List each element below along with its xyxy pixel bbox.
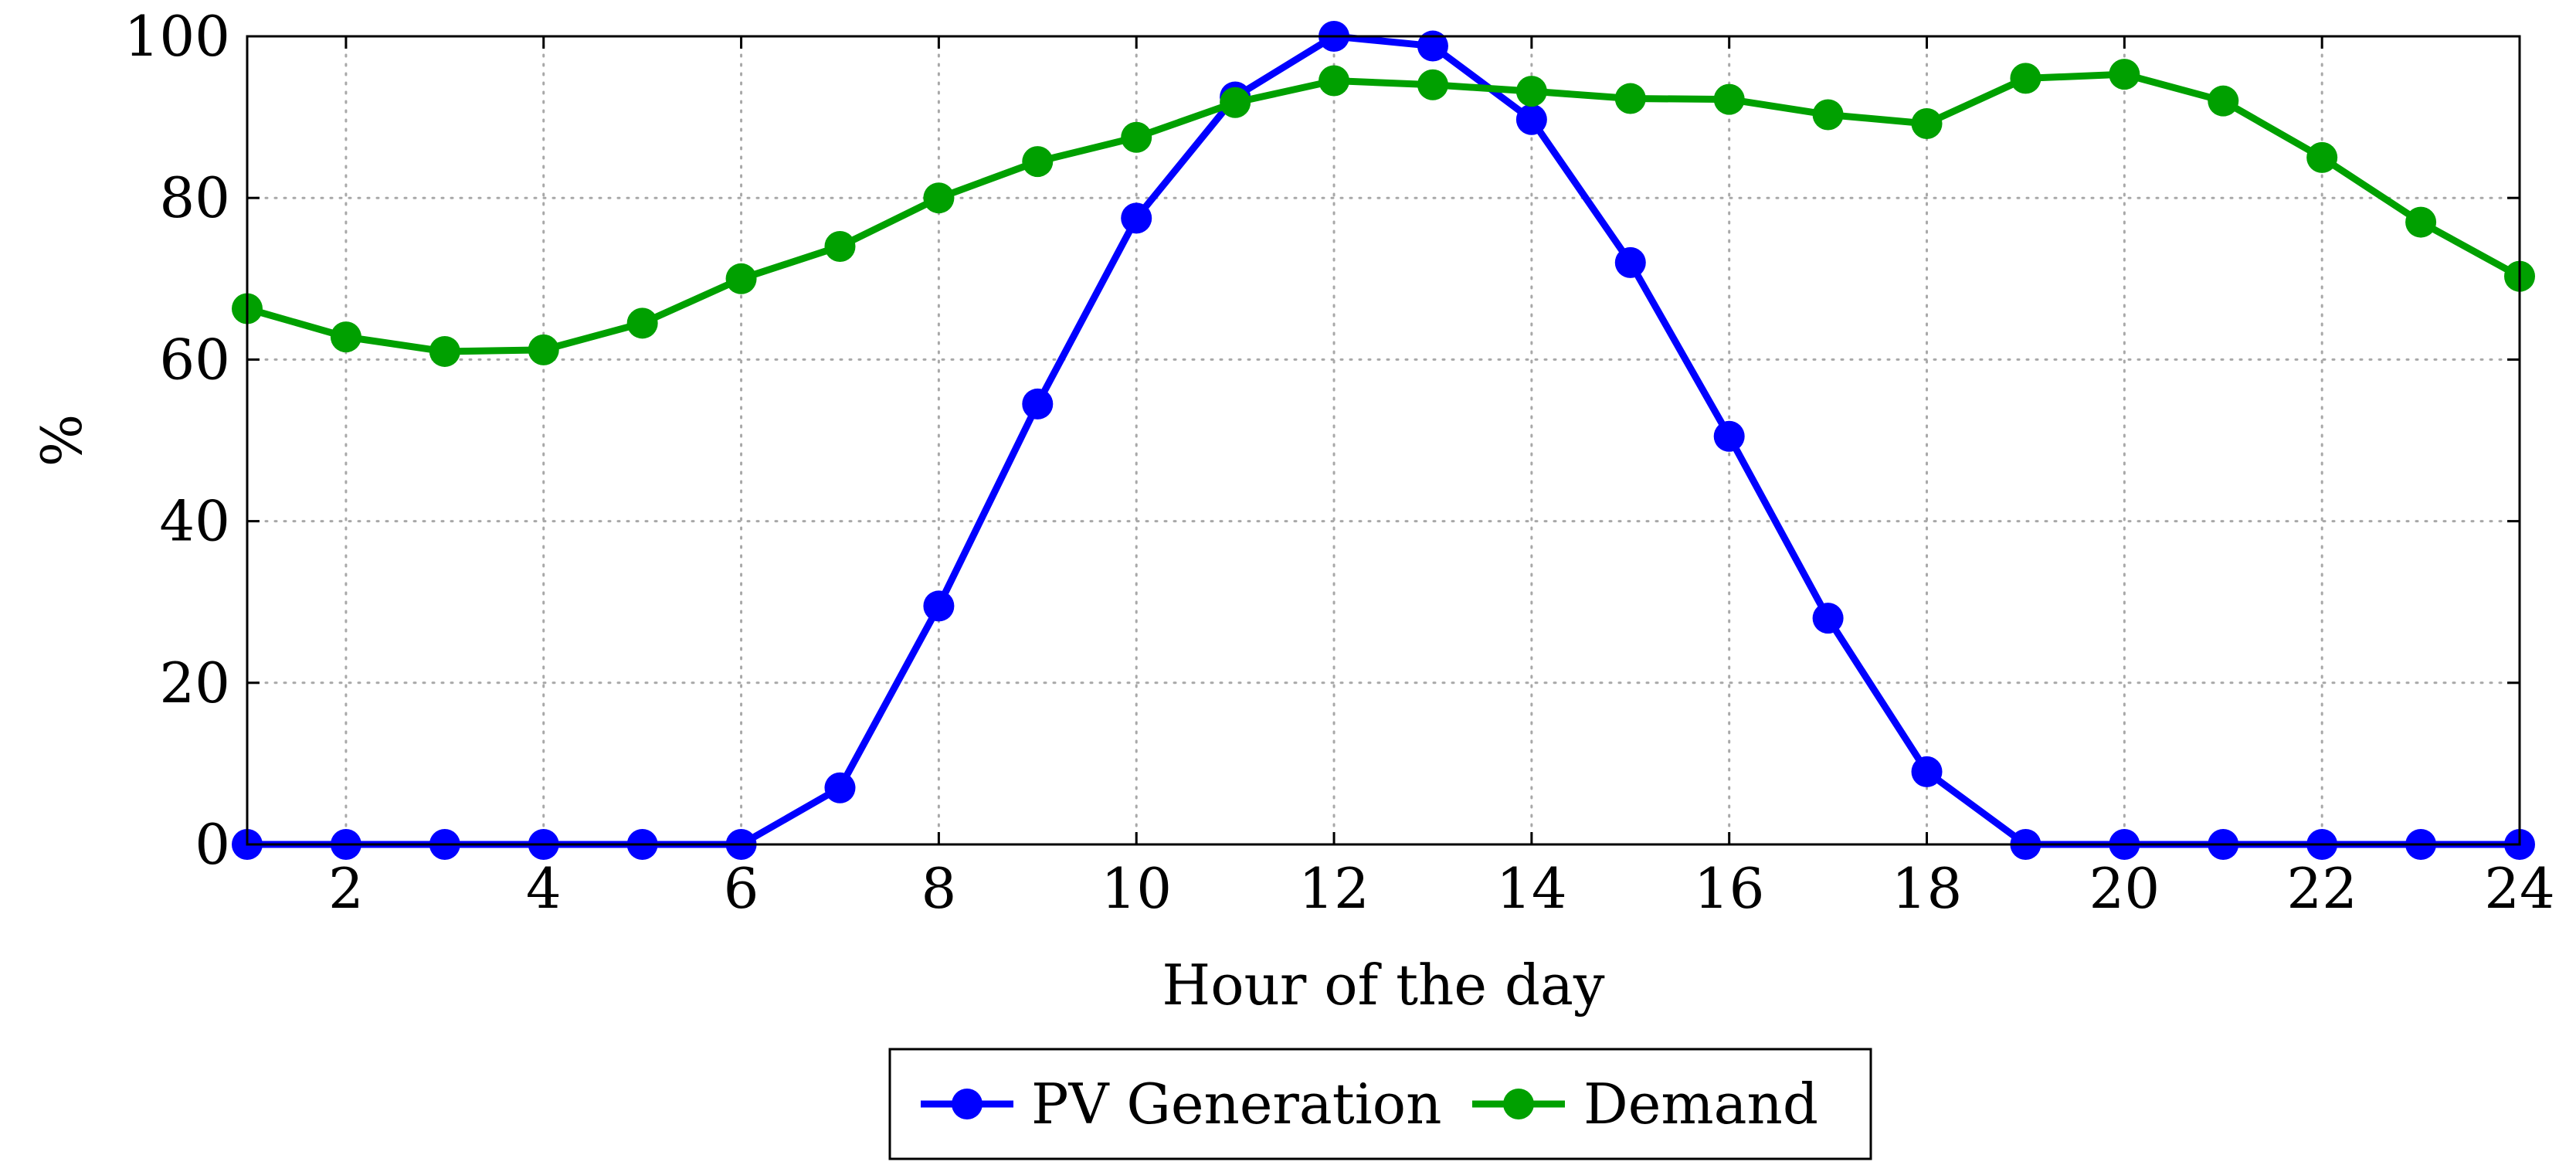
y-tick-label: 0 (195, 812, 230, 877)
data-point-demand (429, 335, 460, 367)
data-point-demand (2010, 63, 2041, 94)
x-tick-label: 20 (2089, 856, 2160, 921)
x-tick-label: 16 (1694, 856, 1765, 921)
x-tick-label: 10 (1101, 856, 1172, 921)
y-tick-label: 40 (159, 489, 230, 554)
data-point-demand (1515, 76, 1547, 107)
data-point-pv-generation (1121, 202, 1152, 234)
series-lines (232, 21, 2535, 860)
data-point-pv-generation (1812, 603, 1844, 634)
data-point-pv-generation (1515, 104, 1547, 135)
legend-marker-demand (1503, 1089, 1534, 1119)
legend-entry-demand: Demand (1472, 1072, 1818, 1136)
x-tick-label: 4 (526, 856, 562, 921)
data-point-pv-generation (824, 772, 856, 803)
legend-box (888, 1048, 1872, 1160)
data-point-demand (923, 182, 955, 214)
data-point-pv-generation (923, 590, 955, 622)
x-tick-label: 8 (921, 856, 956, 921)
x-tick-label: 18 (1892, 856, 1963, 921)
y-tick-label: 100 (124, 4, 230, 69)
x-tick-label: 22 (2286, 856, 2357, 921)
x-tick-label: 12 (1298, 856, 1369, 921)
legend-marker-pv-generation (952, 1089, 983, 1119)
data-point-demand (824, 230, 856, 262)
data-point-demand (1713, 83, 1745, 115)
x-tick-label: 14 (1496, 856, 1567, 921)
plot-frame (246, 35, 2521, 846)
data-point-pv-generation (1614, 246, 1646, 278)
axis-ticks (247, 35, 2521, 846)
x-axis-title: Hour of the day (1162, 953, 1605, 1017)
data-point-demand (1121, 121, 1152, 153)
y-tick-label: 80 (159, 165, 230, 230)
legend-entry-pv-generation: PV Generation (921, 1072, 1441, 1136)
data-point-demand (2109, 59, 2140, 90)
data-point-pv-generation (1911, 756, 1943, 787)
data-point-demand (1417, 69, 1448, 100)
data-point-demand (2208, 85, 2239, 117)
data-point-demand (2306, 141, 2338, 173)
data-point-pv-generation (1022, 388, 1054, 420)
data-point-demand (1319, 65, 1350, 97)
data-point-demand (1614, 83, 1646, 114)
y-tick-label: 60 (159, 327, 230, 392)
x-tick-label: 6 (724, 856, 759, 921)
data-point-demand (2405, 206, 2437, 238)
legend: PV Generation Demand (888, 1048, 1872, 1160)
y-tick-label: 20 (159, 651, 230, 715)
data-point-pv-generation (1713, 420, 1745, 452)
series-line-demand (243, 70, 2523, 355)
x-tick-label: 24 (2484, 856, 2555, 921)
data-point-demand (528, 334, 559, 365)
series-line-pv-generation (243, 32, 2523, 848)
data-point-demand (330, 321, 361, 353)
x-tick-label: 2 (328, 856, 364, 921)
data-point-demand (1812, 99, 1844, 131)
legend-label-pv-generation: PV Generation (1031, 1072, 1441, 1136)
data-point-pv-generation (1417, 30, 1448, 62)
legend-label-demand: Demand (1583, 1072, 1818, 1136)
data-point-demand (725, 263, 757, 294)
data-point-demand (1022, 146, 1054, 178)
data-point-demand (626, 307, 658, 339)
data-point-demand (1220, 87, 1251, 118)
grid (246, 35, 2521, 846)
y-axis-title: % (29, 414, 94, 467)
data-point-demand (1911, 107, 1943, 139)
